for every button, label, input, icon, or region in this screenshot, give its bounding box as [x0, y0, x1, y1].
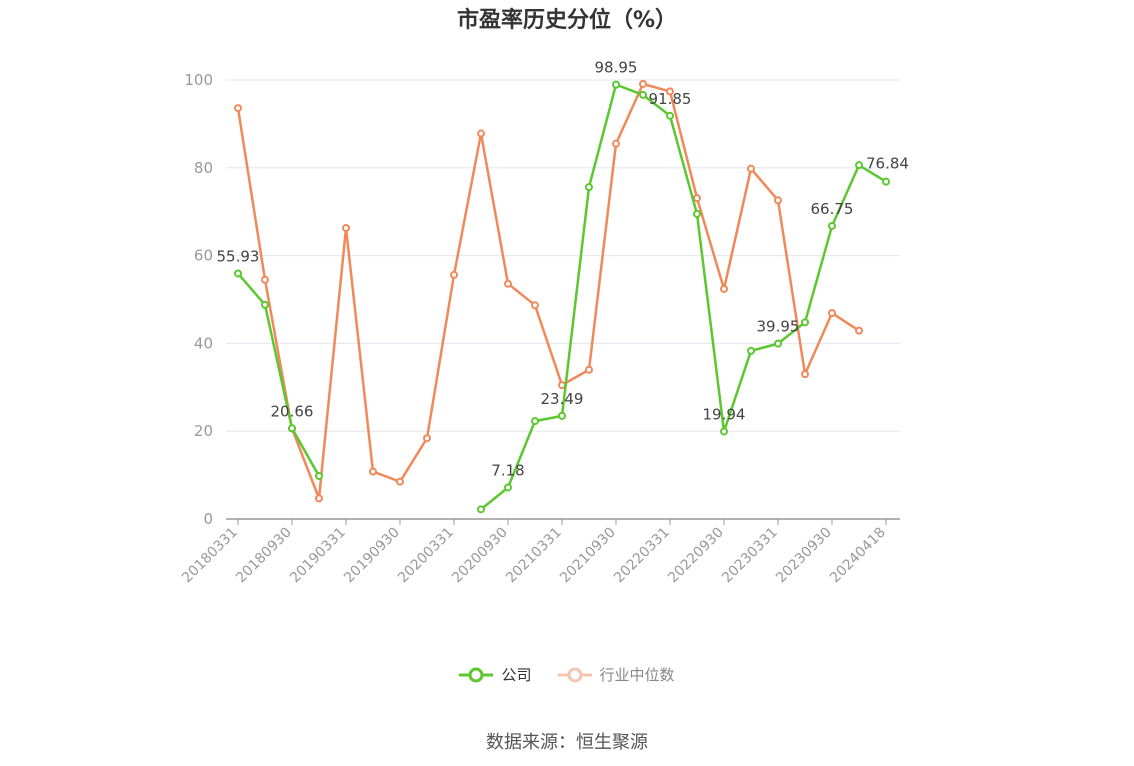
- data-point: [315, 494, 323, 503]
- series-layer: [234, 79, 890, 514]
- data-point: [261, 300, 269, 309]
- data-point: [747, 346, 755, 355]
- legend-label-company: 公司: [501, 666, 532, 684]
- data-label: 91.85: [649, 90, 692, 108]
- data-point: [450, 270, 458, 279]
- data-point: [504, 483, 512, 492]
- data-point: [315, 471, 323, 480]
- legend: 公司 行业中位数: [0, 664, 1134, 685]
- legend-label-industry: 行业中位数: [599, 666, 675, 684]
- data-point: [504, 279, 512, 288]
- data-point: [801, 370, 809, 379]
- data-label: 19.94: [703, 405, 746, 423]
- x-tick-label: 20220930: [665, 525, 727, 587]
- legend-marker-industry-icon: [557, 667, 592, 682]
- x-tick-label: 20180930: [233, 525, 295, 587]
- data-point: [666, 111, 674, 120]
- data-point: [288, 424, 296, 433]
- series-company: [234, 80, 890, 514]
- data-point: [234, 104, 242, 113]
- x-tick-label: 20210331: [503, 525, 565, 587]
- data-label: 55.93: [217, 247, 260, 265]
- grid-layer: [226, 79, 900, 432]
- data-label: 76.84: [866, 155, 909, 173]
- y-tick-label: 20: [194, 422, 213, 440]
- x-tick-label: 20200331: [395, 525, 457, 587]
- data-point: [612, 80, 620, 89]
- data-point: [693, 209, 701, 218]
- x-tick-label: 20210930: [557, 525, 619, 587]
- data-point: [801, 318, 809, 327]
- data-point: [234, 269, 242, 278]
- data-point: [882, 177, 890, 186]
- data-label: 66.75: [811, 200, 854, 218]
- data-point: [639, 79, 647, 88]
- series-line: [236, 82, 860, 500]
- data-point: [585, 365, 593, 374]
- data-label-layer: 55.93 20.66 7.18 23.49 98.95 91.85 19.94 39.95 6…: [217, 59, 909, 480]
- data-point: [261, 275, 269, 284]
- x-tick-label: 20180331: [179, 525, 241, 587]
- series-line: [237, 272, 321, 477]
- data-point: [747, 164, 755, 173]
- data-label: 98.95: [595, 59, 638, 77]
- legend-item-industry[interactable]: 行业中位数: [557, 664, 675, 685]
- data-label: 7.18: [491, 461, 524, 479]
- data-point: [639, 90, 647, 99]
- series-industry: [234, 79, 863, 503]
- data-point: [585, 183, 593, 192]
- source-note: 数据来源：恒生聚源: [486, 732, 648, 753]
- data-point: [828, 309, 836, 318]
- chart-title: 市盈率历史分位（%）: [456, 8, 678, 33]
- data-point: [423, 434, 431, 443]
- y-tick-label: 60: [194, 247, 213, 265]
- x-tick-label: 20230930: [773, 525, 835, 587]
- x-tick-label: 20190930: [341, 525, 403, 587]
- data-point: [612, 139, 620, 148]
- data-point: [558, 411, 566, 420]
- data-point: [828, 221, 836, 230]
- x-tick-label: 20190331: [287, 525, 349, 587]
- x-tick-label: 20220331: [611, 525, 673, 587]
- data-point: [531, 301, 539, 310]
- y-tick-label: 40: [194, 334, 213, 352]
- data-point: [477, 129, 485, 138]
- data-point: [855, 161, 863, 170]
- data-point: [720, 427, 728, 436]
- y-tick-label: 100: [184, 71, 213, 89]
- legend-item-company[interactable]: 公司: [459, 664, 532, 685]
- y-tick-label: 0: [203, 510, 213, 528]
- data-point: [396, 477, 404, 486]
- data-point: [342, 223, 350, 232]
- data-point: [774, 196, 782, 205]
- data-point: [666, 87, 674, 96]
- x-tick-label: 20200930: [449, 525, 511, 587]
- data-point: [720, 284, 728, 293]
- data-point: [693, 194, 701, 203]
- y-tick-label: 80: [194, 159, 213, 177]
- data-point: [531, 417, 539, 426]
- x-tick-label: 20230331: [719, 525, 781, 587]
- series-line: [480, 83, 887, 511]
- data-point: [558, 381, 566, 390]
- data-point: [855, 326, 863, 335]
- legend-marker-company-icon: [459, 667, 494, 682]
- data-point: [369, 467, 377, 476]
- data-label: 23.49: [541, 390, 584, 408]
- data-point: [774, 339, 782, 348]
- data-label: 39.95: [757, 318, 800, 336]
- data-point: [477, 505, 485, 514]
- data-label: 20.66: [271, 402, 314, 420]
- x-tick-label: 20240418: [827, 525, 889, 587]
